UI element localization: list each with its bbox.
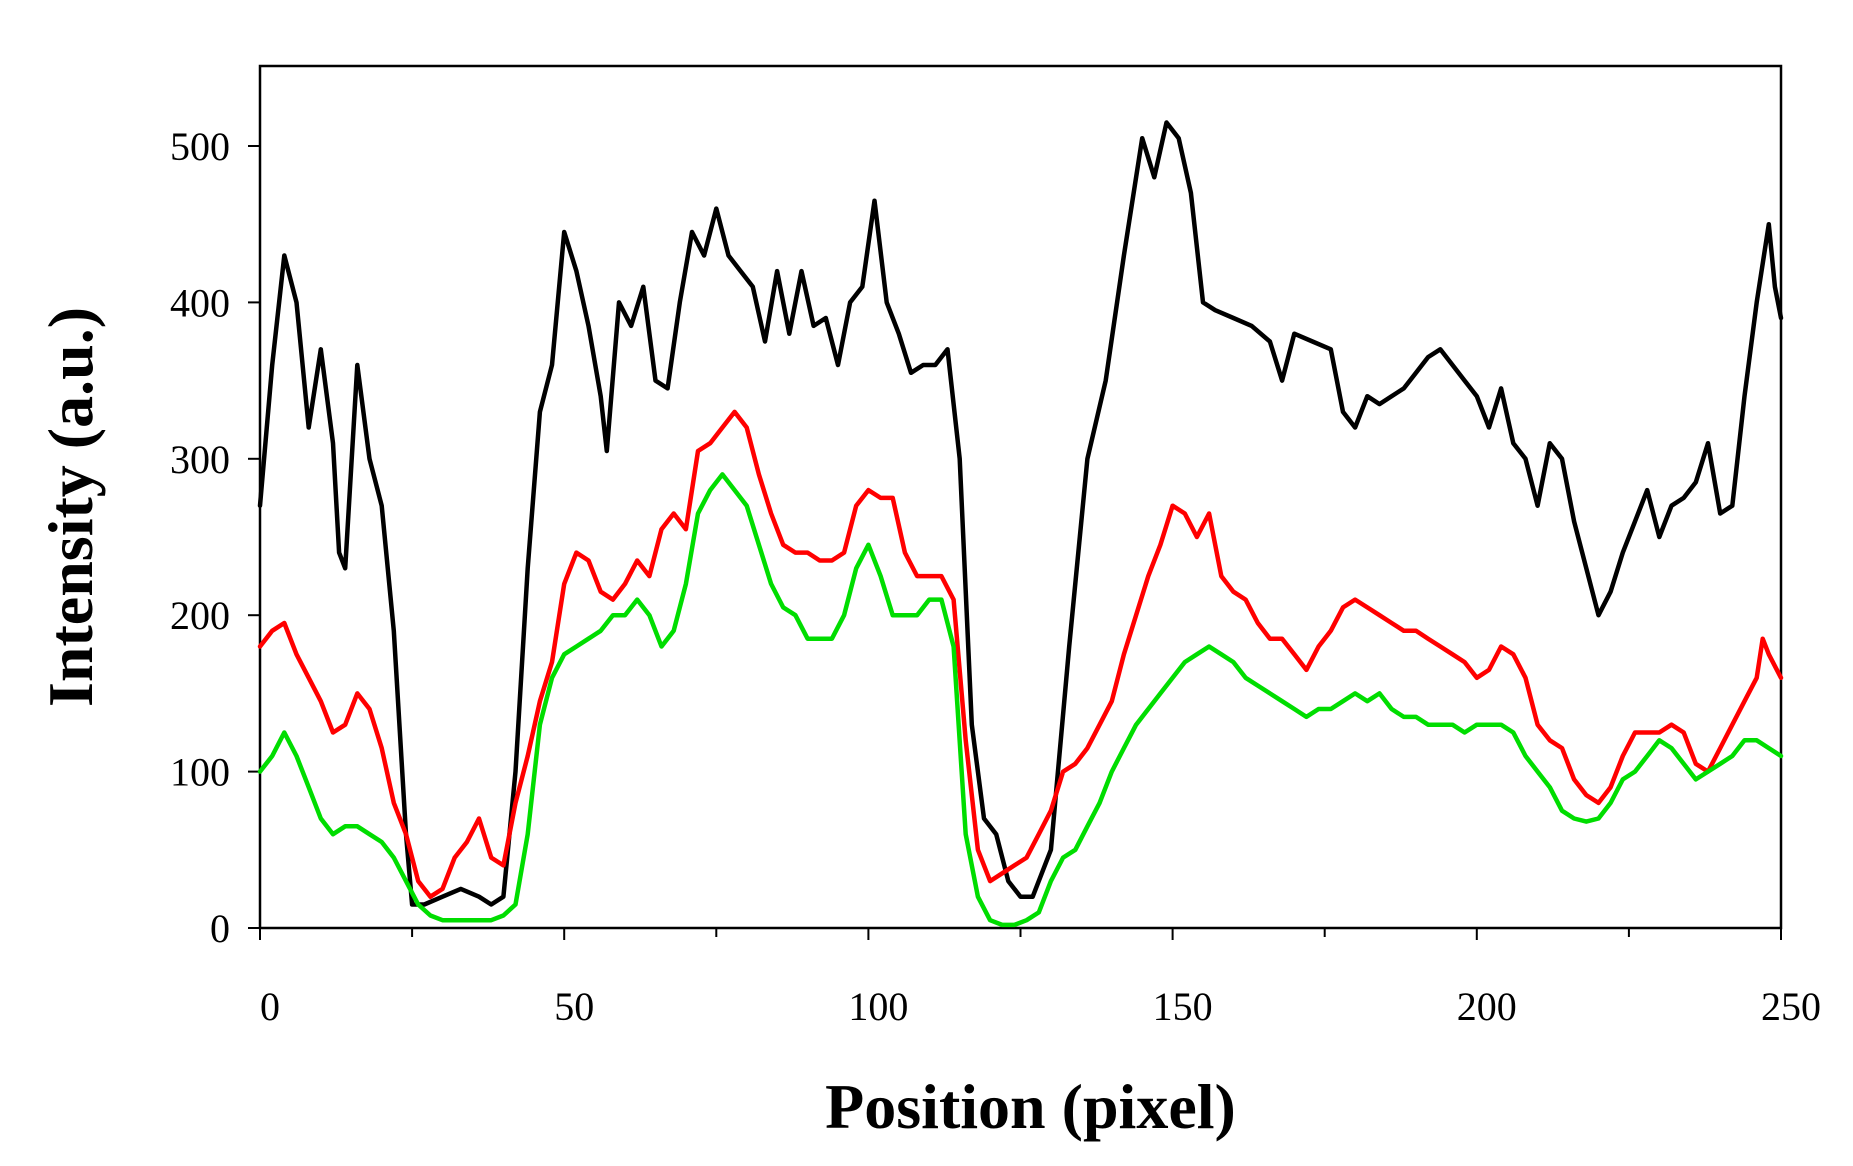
x-tick-label: 150	[1153, 984, 1213, 1029]
y-tick-label: 500	[170, 124, 230, 169]
series-line-2	[257, 409, 1784, 899]
y-axis-title: Intensity (a.u.)	[35, 307, 106, 707]
x-axis: 0 50 100 150 200 250	[259, 928, 1821, 1029]
y-tick-label: 0	[210, 906, 230, 951]
y-tick-label: 200	[170, 593, 230, 638]
x-tick-label: 50	[554, 984, 594, 1029]
plot-area-frame	[258, 64, 1783, 930]
x-axis-title: Position (pixel)	[825, 1071, 1236, 1142]
x-tick-label: 250	[1761, 984, 1821, 1029]
y-tick-label: 400	[170, 280, 230, 325]
series-group	[257, 120, 1784, 928]
y-tick-label: 300	[170, 437, 230, 482]
y-axis: 0 100 200 300 400 500	[170, 124, 260, 951]
x-tick-label: 100	[848, 984, 908, 1029]
x-tick-label: 200	[1457, 984, 1517, 1029]
series-line-1	[257, 120, 1784, 907]
y-tick-label: 100	[170, 750, 230, 795]
series-line-3	[257, 472, 1784, 928]
x-tick-label: 0	[260, 984, 280, 1029]
